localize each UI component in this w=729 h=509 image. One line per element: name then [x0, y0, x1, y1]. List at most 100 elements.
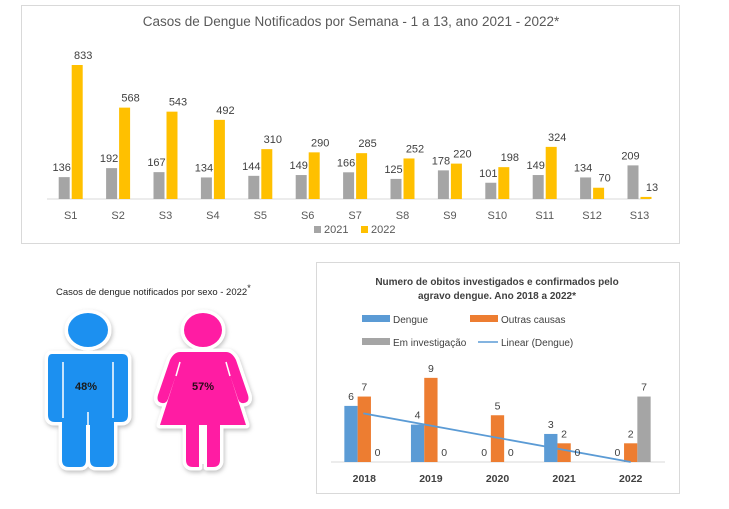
bar-2021-S3 — [153, 172, 165, 199]
bar-outras-causas-2021 — [557, 443, 571, 462]
data-label: 149 — [527, 160, 545, 172]
data-label: 101 — [479, 168, 497, 180]
bar-2022-S9 — [450, 163, 462, 199]
data-label: 833 — [74, 50, 92, 62]
bar-dengue-2018 — [344, 405, 358, 462]
data-label: 136 — [53, 162, 71, 174]
data-label: 9 — [428, 363, 434, 375]
bar-em-investigação-2022 — [637, 396, 651, 462]
bar-dengue-2019 — [410, 424, 425, 462]
x-tick-label: 2018 — [353, 473, 377, 485]
bar-2022-S12 — [593, 187, 605, 199]
bar-outras-causas-2022 — [624, 443, 638, 462]
x-tick-label: S12 — [582, 210, 602, 222]
bar-2021-S12 — [580, 177, 592, 199]
data-label: 252 — [406, 143, 424, 155]
bar-2021-S5 — [248, 175, 260, 199]
data-label: 543 — [169, 97, 187, 109]
x-tick-label: S3 — [159, 210, 172, 222]
bar-2022-S7 — [356, 153, 368, 199]
data-label: 134 — [195, 162, 213, 174]
legend-label: Dengue — [393, 315, 428, 326]
data-label: 285 — [358, 138, 376, 150]
legend-label: Linear (Dengue) — [501, 338, 573, 349]
bar-outras-causas-2019 — [424, 377, 438, 462]
legend-swatch-em-investigação — [362, 338, 390, 345]
x-tick-label: 2021 — [552, 473, 576, 485]
legend-label: 2021 — [324, 224, 348, 236]
bar-2021-S10 — [485, 182, 497, 199]
data-label: 3 — [548, 419, 554, 431]
data-label: 492 — [216, 105, 234, 117]
x-tick-label: S11 — [535, 210, 554, 222]
data-label: 125 — [384, 164, 402, 176]
data-label: 2 — [628, 428, 634, 440]
data-label: 0 — [441, 447, 447, 459]
x-tick-label: S5 — [254, 210, 267, 222]
data-label: 290 — [311, 137, 329, 149]
bar-2022-S13 — [640, 196, 652, 199]
bar-2022-S6 — [308, 152, 320, 199]
x-tick-label: S2 — [111, 210, 124, 222]
x-tick-label: S6 — [301, 210, 314, 222]
data-label: 0 — [614, 447, 620, 459]
data-label: 0 — [508, 447, 514, 459]
x-tick-label: 2019 — [419, 473, 443, 485]
legend-label: Outras causas — [501, 315, 565, 326]
bar-2022-S3 — [166, 111, 178, 199]
bar-2022-S4 — [213, 119, 225, 199]
legend-label: 2022 — [371, 224, 395, 236]
legend-swatch-2021 — [314, 226, 321, 233]
data-label: 198 — [501, 152, 519, 164]
bar-2021-S13 — [627, 165, 639, 199]
data-label: 7 — [361, 382, 367, 394]
sex-chart-title: Casos de dengue notificados por sexo - 2… — [56, 283, 251, 299]
data-label: 5 — [495, 400, 501, 412]
bar-2021-S11 — [532, 175, 544, 199]
data-label: 0 — [481, 447, 487, 459]
x-tick-label: S7 — [348, 210, 361, 222]
data-label: 192 — [100, 153, 118, 165]
data-label: 220 — [453, 149, 471, 161]
data-label: 324 — [548, 132, 566, 144]
x-tick-label: S8 — [396, 210, 409, 222]
deaths-chart-title-line-2: agravo dengue. Ano 2018 a 2022* — [418, 291, 576, 302]
x-tick-label: 2022 — [619, 473, 643, 485]
bar-outras-causas-2018 — [357, 396, 371, 462]
bar-2022-S5 — [261, 149, 273, 199]
legend-swatch-outras-causas — [470, 315, 498, 322]
bar-2021-S6 — [295, 175, 307, 199]
data-label: 167 — [147, 157, 165, 169]
data-label: 0 — [574, 447, 580, 459]
data-label: 166 — [337, 157, 355, 169]
bar-2022-S1 — [71, 65, 83, 199]
legend-swatch-dengue — [362, 315, 390, 322]
data-label: 6 — [348, 391, 354, 403]
data-label: 13 — [646, 182, 658, 194]
data-label: 7 — [641, 382, 647, 394]
bar-2021-S8 — [390, 178, 402, 199]
legend: Dengue Outras causas Em investigação Linear… — [362, 315, 573, 349]
x-tick-label: S13 — [630, 210, 650, 222]
legend-swatch-2022 — [361, 226, 368, 233]
data-label: 2 — [561, 428, 567, 440]
chart-title: Casos de Dengue Notificados por Semana -… — [143, 14, 560, 29]
data-label: 0 — [375, 447, 381, 459]
trendline-linear-dengue — [363, 412, 631, 463]
legend-label: Em investigação — [393, 338, 467, 349]
data-label: 209 — [621, 150, 639, 162]
x-tick-label: S4 — [206, 210, 219, 222]
bar-2021-S9 — [437, 170, 449, 199]
data-label: 134 — [574, 162, 592, 174]
x-tick-label: S9 — [443, 210, 456, 222]
data-label: 4 — [415, 410, 421, 422]
bar-2022-S10 — [498, 167, 510, 199]
bar-2021-S7 — [343, 172, 355, 199]
deaths-chart-title-line-1: Numero de obitos investigados e confirma… — [375, 277, 618, 288]
bar-2021-S2 — [106, 168, 118, 199]
data-label: 568 — [121, 93, 139, 105]
data-label: 149 — [290, 160, 308, 172]
legend: 2021 2022 — [314, 224, 395, 236]
bar-2021-S1 — [58, 177, 70, 199]
